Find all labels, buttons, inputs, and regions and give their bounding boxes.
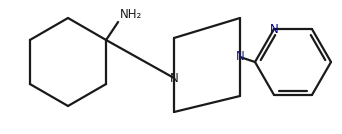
Text: N: N [269, 23, 278, 36]
Text: N: N [170, 72, 179, 85]
Text: N: N [236, 51, 245, 64]
Text: NH₂: NH₂ [120, 8, 142, 21]
